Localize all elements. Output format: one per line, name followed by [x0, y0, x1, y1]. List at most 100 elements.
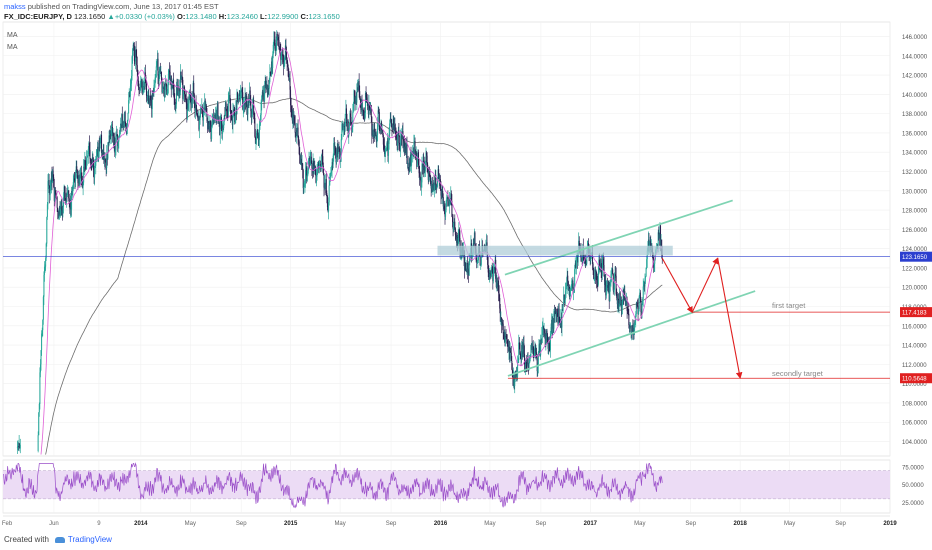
- symbol-label[interactable]: FX_IDC:EURJPY, D: [4, 12, 72, 21]
- candle-body: [464, 262, 466, 271]
- second-target-tag: 110.5648: [902, 377, 927, 383]
- candle-body: [320, 165, 322, 168]
- candle-body: [399, 144, 401, 150]
- candle-body: [158, 75, 160, 81]
- candle-body: [383, 144, 385, 146]
- candle-body: [126, 119, 128, 126]
- candle-body: [274, 39, 276, 49]
- candle-body: [377, 124, 379, 135]
- candle-body: [609, 283, 611, 286]
- candle-body: [295, 130, 297, 138]
- ma-slow-path: [45, 97, 663, 455]
- candle-body: [499, 308, 501, 322]
- symbol-info: FX_IDC:EURJPY, D 123.1650 ▲+0.0330 (+0.0…: [4, 12, 340, 21]
- candle-body: [426, 152, 428, 156]
- candle-body: [408, 162, 410, 170]
- y-tick-label: 126.0000: [902, 228, 928, 234]
- candle-body: [453, 222, 455, 230]
- candle-body: [337, 146, 339, 154]
- candle-body: [355, 96, 357, 103]
- candle-body: [351, 127, 353, 129]
- candle-body: [232, 111, 234, 125]
- candle-body: [309, 158, 311, 162]
- tradingview-logo-icon: [54, 536, 65, 543]
- rsi-tick-label: 50.0000: [902, 483, 924, 489]
- x-tick-label: Sep: [835, 521, 846, 527]
- candle-body: [129, 94, 131, 97]
- first-target-tag: 117.4183: [902, 311, 927, 317]
- candle-body: [541, 334, 543, 344]
- candle-body: [535, 352, 537, 354]
- candle-body: [181, 76, 183, 80]
- candle-body: [444, 210, 446, 217]
- candle-body: [344, 126, 346, 127]
- candle-body: [277, 37, 279, 41]
- candle-body: [301, 158, 303, 166]
- candle-body: [606, 285, 608, 287]
- candle-body: [613, 289, 615, 291]
- candle-body: [208, 121, 210, 124]
- y-tick-label: 108.0000: [902, 401, 928, 407]
- candle-body: [473, 243, 475, 245]
- candle-body: [466, 262, 468, 273]
- candle-body: [252, 105, 254, 114]
- candle-body: [53, 177, 55, 187]
- candle-body: [299, 163, 301, 165]
- y-tick-label: 124.0000: [902, 247, 928, 253]
- candle-body: [144, 72, 146, 87]
- candle-body: [487, 264, 489, 273]
- candle-body: [629, 327, 631, 329]
- candle-body: [138, 86, 140, 88]
- projection-arrow: [717, 258, 743, 379]
- candle-body: [234, 115, 236, 123]
- candle-body: [630, 325, 632, 328]
- candle-body: [443, 205, 445, 207]
- candle-body: [291, 112, 293, 121]
- candle-body: [144, 72, 146, 78]
- candle-body: [420, 182, 422, 188]
- candle-body: [313, 165, 315, 169]
- candle-body: [586, 252, 588, 264]
- candle-body: [305, 167, 307, 170]
- candle-body: [367, 109, 369, 115]
- indicator-ma-2[interactable]: MA: [7, 44, 18, 51]
- candle-body: [265, 80, 267, 86]
- candle-body: [295, 132, 297, 138]
- candle-body: [87, 156, 89, 158]
- candle-body: [133, 45, 135, 61]
- candle-body: [220, 117, 222, 122]
- first-target-label: first target: [772, 301, 806, 310]
- candle-body: [260, 115, 262, 122]
- candle-body: [250, 111, 252, 117]
- candle-body: [330, 172, 332, 175]
- candle-body: [528, 362, 530, 368]
- candle-body: [596, 272, 598, 281]
- candle-body: [294, 123, 296, 133]
- candle-body: [594, 269, 596, 279]
- candle-body: [228, 95, 230, 97]
- candle-body: [210, 124, 212, 139]
- candle-body: [429, 175, 431, 177]
- candle-body: [249, 90, 251, 99]
- candle-body: [110, 133, 112, 137]
- author-link[interactable]: makss: [4, 2, 26, 11]
- candle-body: [527, 359, 529, 365]
- indicator-ma-1[interactable]: MA: [7, 32, 18, 39]
- candle-body: [435, 184, 437, 189]
- rsi-tick-label: 75.0000: [902, 466, 924, 472]
- channel-upper-line: [504, 199, 733, 276]
- tradingview-link[interactable]: TradingView: [54, 535, 112, 544]
- candle-body: [457, 237, 459, 244]
- candle-body: [323, 174, 325, 188]
- candle-body: [480, 255, 482, 265]
- candle-body: [154, 84, 156, 85]
- candle-body: [363, 111, 365, 113]
- candle-body: [92, 159, 94, 170]
- x-tick-label: Sep: [236, 521, 247, 527]
- candle-body: [358, 81, 360, 92]
- candle-body: [393, 118, 395, 127]
- candle-body: [494, 267, 496, 270]
- candle-body: [603, 265, 605, 277]
- candle-body: [279, 48, 281, 50]
